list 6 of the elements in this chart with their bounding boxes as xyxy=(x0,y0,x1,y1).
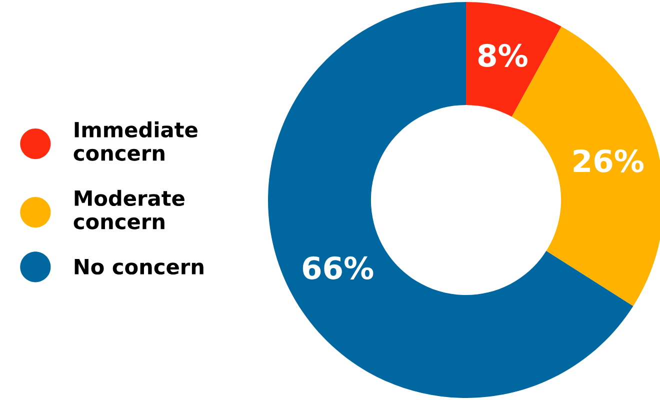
data-label: 66% xyxy=(302,256,374,280)
data-label: 8% xyxy=(478,44,528,67)
legend-label: Immediate concern xyxy=(74,121,198,161)
legend-label: No concern xyxy=(74,259,204,275)
data-label: 26% xyxy=(574,149,644,172)
legend-label: Moderate concern xyxy=(74,190,184,230)
